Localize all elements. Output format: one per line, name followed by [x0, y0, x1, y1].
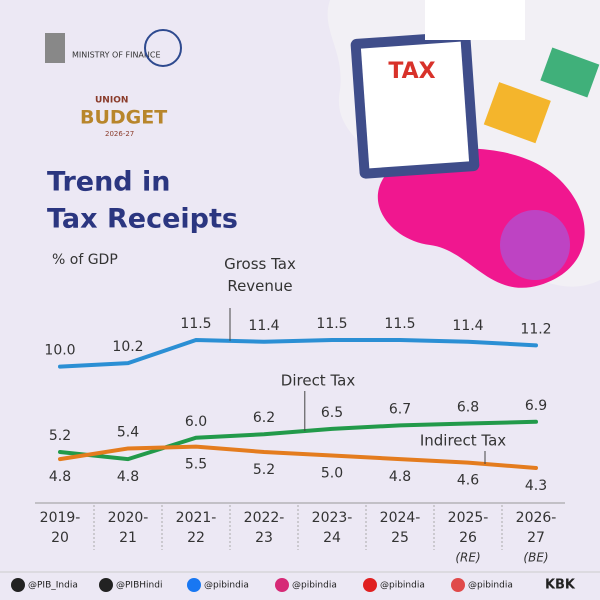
series-name: Gross Tax Revenue [224, 255, 296, 295]
data-label: 5.4 [117, 424, 139, 440]
social-handle: @PIB_India [28, 581, 78, 591]
x-tick-label: 21 [119, 530, 137, 546]
data-label: 5.2 [49, 428, 71, 444]
social-handle: @pibindia [380, 581, 425, 591]
data-label: 6.0 [185, 414, 207, 430]
social-icon [187, 578, 201, 592]
budget-top: UNION [95, 96, 128, 106]
data-label: 6.8 [457, 400, 479, 416]
series-name: Indirect Tax [420, 432, 506, 450]
data-label: 5.0 [321, 466, 343, 482]
emblem [45, 33, 65, 63]
social-icon [363, 578, 377, 592]
data-label: 11.4 [248, 318, 279, 334]
data-label: 6.7 [389, 401, 411, 417]
chart-title: Trend in [47, 167, 171, 198]
social-handle: @PIBHindi [116, 581, 162, 591]
tax-sign: TAX [388, 59, 435, 84]
clipboard-paper [360, 41, 470, 169]
data-label: 11.5 [384, 316, 415, 332]
data-label: 11.2 [520, 321, 551, 337]
x-tick-label: 2019- [40, 510, 81, 526]
legend-entry: Gross Tax Revenue [224, 255, 296, 295]
social-handle: @pibindia [468, 581, 513, 591]
x-tick-label: 27 [527, 530, 545, 546]
x-tick-label: 2022- [244, 510, 285, 526]
x-tick-label: 2025- [448, 510, 489, 526]
data-label: 4.6 [457, 473, 479, 489]
chart-subtitle: % of GDP [52, 252, 118, 268]
folder [483, 82, 551, 144]
social-handle: @pibindia [204, 581, 249, 591]
x-tick-label: 2020- [108, 510, 149, 526]
data-label: 6.5 [321, 405, 343, 421]
series-line [58, 419, 538, 462]
x-tick-label: 24 [323, 530, 341, 546]
data-label: 4.8 [49, 469, 71, 485]
data-label: 10.0 [44, 343, 75, 359]
social-icon [275, 578, 289, 592]
chart-title: Tax Receipts [47, 204, 238, 235]
x-tick-label: 22 [187, 530, 205, 546]
data-label: 4.3 [525, 478, 547, 494]
footer: @PIB_India @PIBHindi @pibindia @pibindia @pi… [11, 578, 513, 592]
purple-circle [500, 210, 570, 280]
data-label: 11.5 [316, 316, 347, 332]
ministry: MINISTRY OF FINANCE [72, 51, 161, 60]
x-tick-label: (RE) [455, 551, 480, 565]
x-tick-label: (BE) [523, 551, 548, 565]
data-label: 5.5 [185, 457, 207, 473]
x-tick-label: 26 [459, 530, 477, 546]
data-label: 10.2 [112, 339, 143, 355]
data-label: 11.5 [180, 316, 211, 332]
data-label: 5.2 [253, 462, 275, 478]
data-label: 11.4 [452, 318, 483, 334]
social-icon [451, 578, 465, 592]
social-icon [99, 578, 113, 592]
cash [540, 47, 600, 98]
chart-paper [425, 0, 525, 40]
x-tick-label: 2021- [176, 510, 217, 526]
x-tick-label: 23 [255, 530, 273, 546]
social-handle: @pibindia [292, 581, 337, 591]
pib-logo [144, 29, 182, 67]
data-label: 6.2 [253, 410, 275, 426]
series-line [58, 337, 538, 369]
social-icon [11, 578, 25, 592]
series-line [58, 444, 538, 470]
budget-year: 2026-27 [105, 130, 134, 138]
chart: 2019- 20 2020- 21 2021- 22 2022- 23 2023- 24 2024-… [35, 255, 565, 565]
series-name: Direct Tax [281, 372, 356, 390]
x-tick-label: 20 [51, 530, 69, 546]
data-label: 4.8 [117, 469, 139, 485]
data-label: 6.9 [525, 398, 547, 414]
budget: BUDGET [80, 107, 167, 129]
signature: KBK [545, 578, 576, 593]
data-label: 4.8 [389, 469, 411, 485]
x-tick-label: 25 [391, 530, 409, 546]
x-tick-label: 2026- [516, 510, 557, 526]
x-tick-label: 2024- [380, 510, 421, 526]
x-tick-label: 2023- [312, 510, 353, 526]
